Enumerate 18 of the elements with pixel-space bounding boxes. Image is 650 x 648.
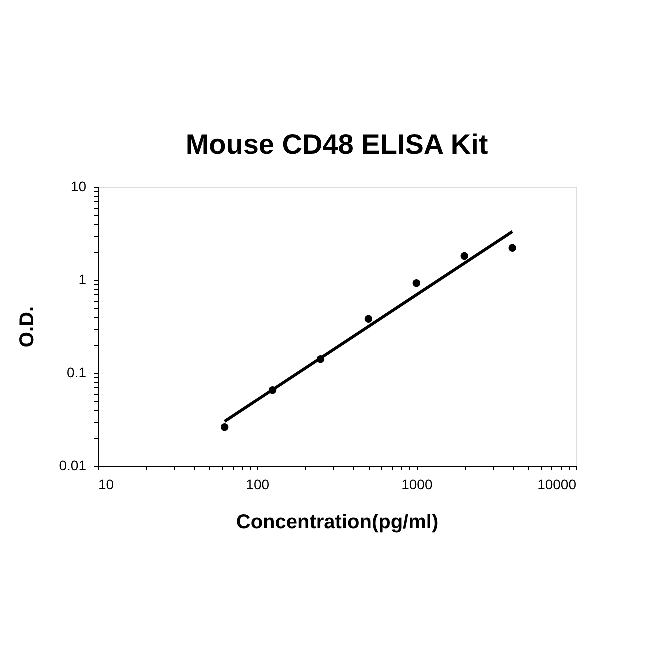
y-tick-label: 0.01 [59, 458, 87, 474]
y-tick-label: 0.1 [67, 364, 87, 380]
point [316, 356, 325, 364]
x-tick-label: 100 [246, 476, 270, 492]
y-tick-label: 10 [70, 178, 87, 194]
y-axis-title: O.D. [16, 306, 38, 348]
x-tick-label: 10000 [538, 476, 577, 492]
point [508, 244, 516, 252]
point [364, 315, 373, 323]
point [220, 424, 229, 432]
y-tick-label: 1 [78, 272, 87, 288]
x-tick-label: 10 [98, 476, 114, 492]
point [268, 386, 277, 394]
x-tick-label: 1000 [402, 476, 433, 492]
x-axis-title: Concentration(pg/ml) [236, 512, 439, 534]
chart-title: Mouse CD48 ELISA Kit [186, 129, 488, 160]
point [460, 252, 469, 260]
point [412, 280, 421, 288]
